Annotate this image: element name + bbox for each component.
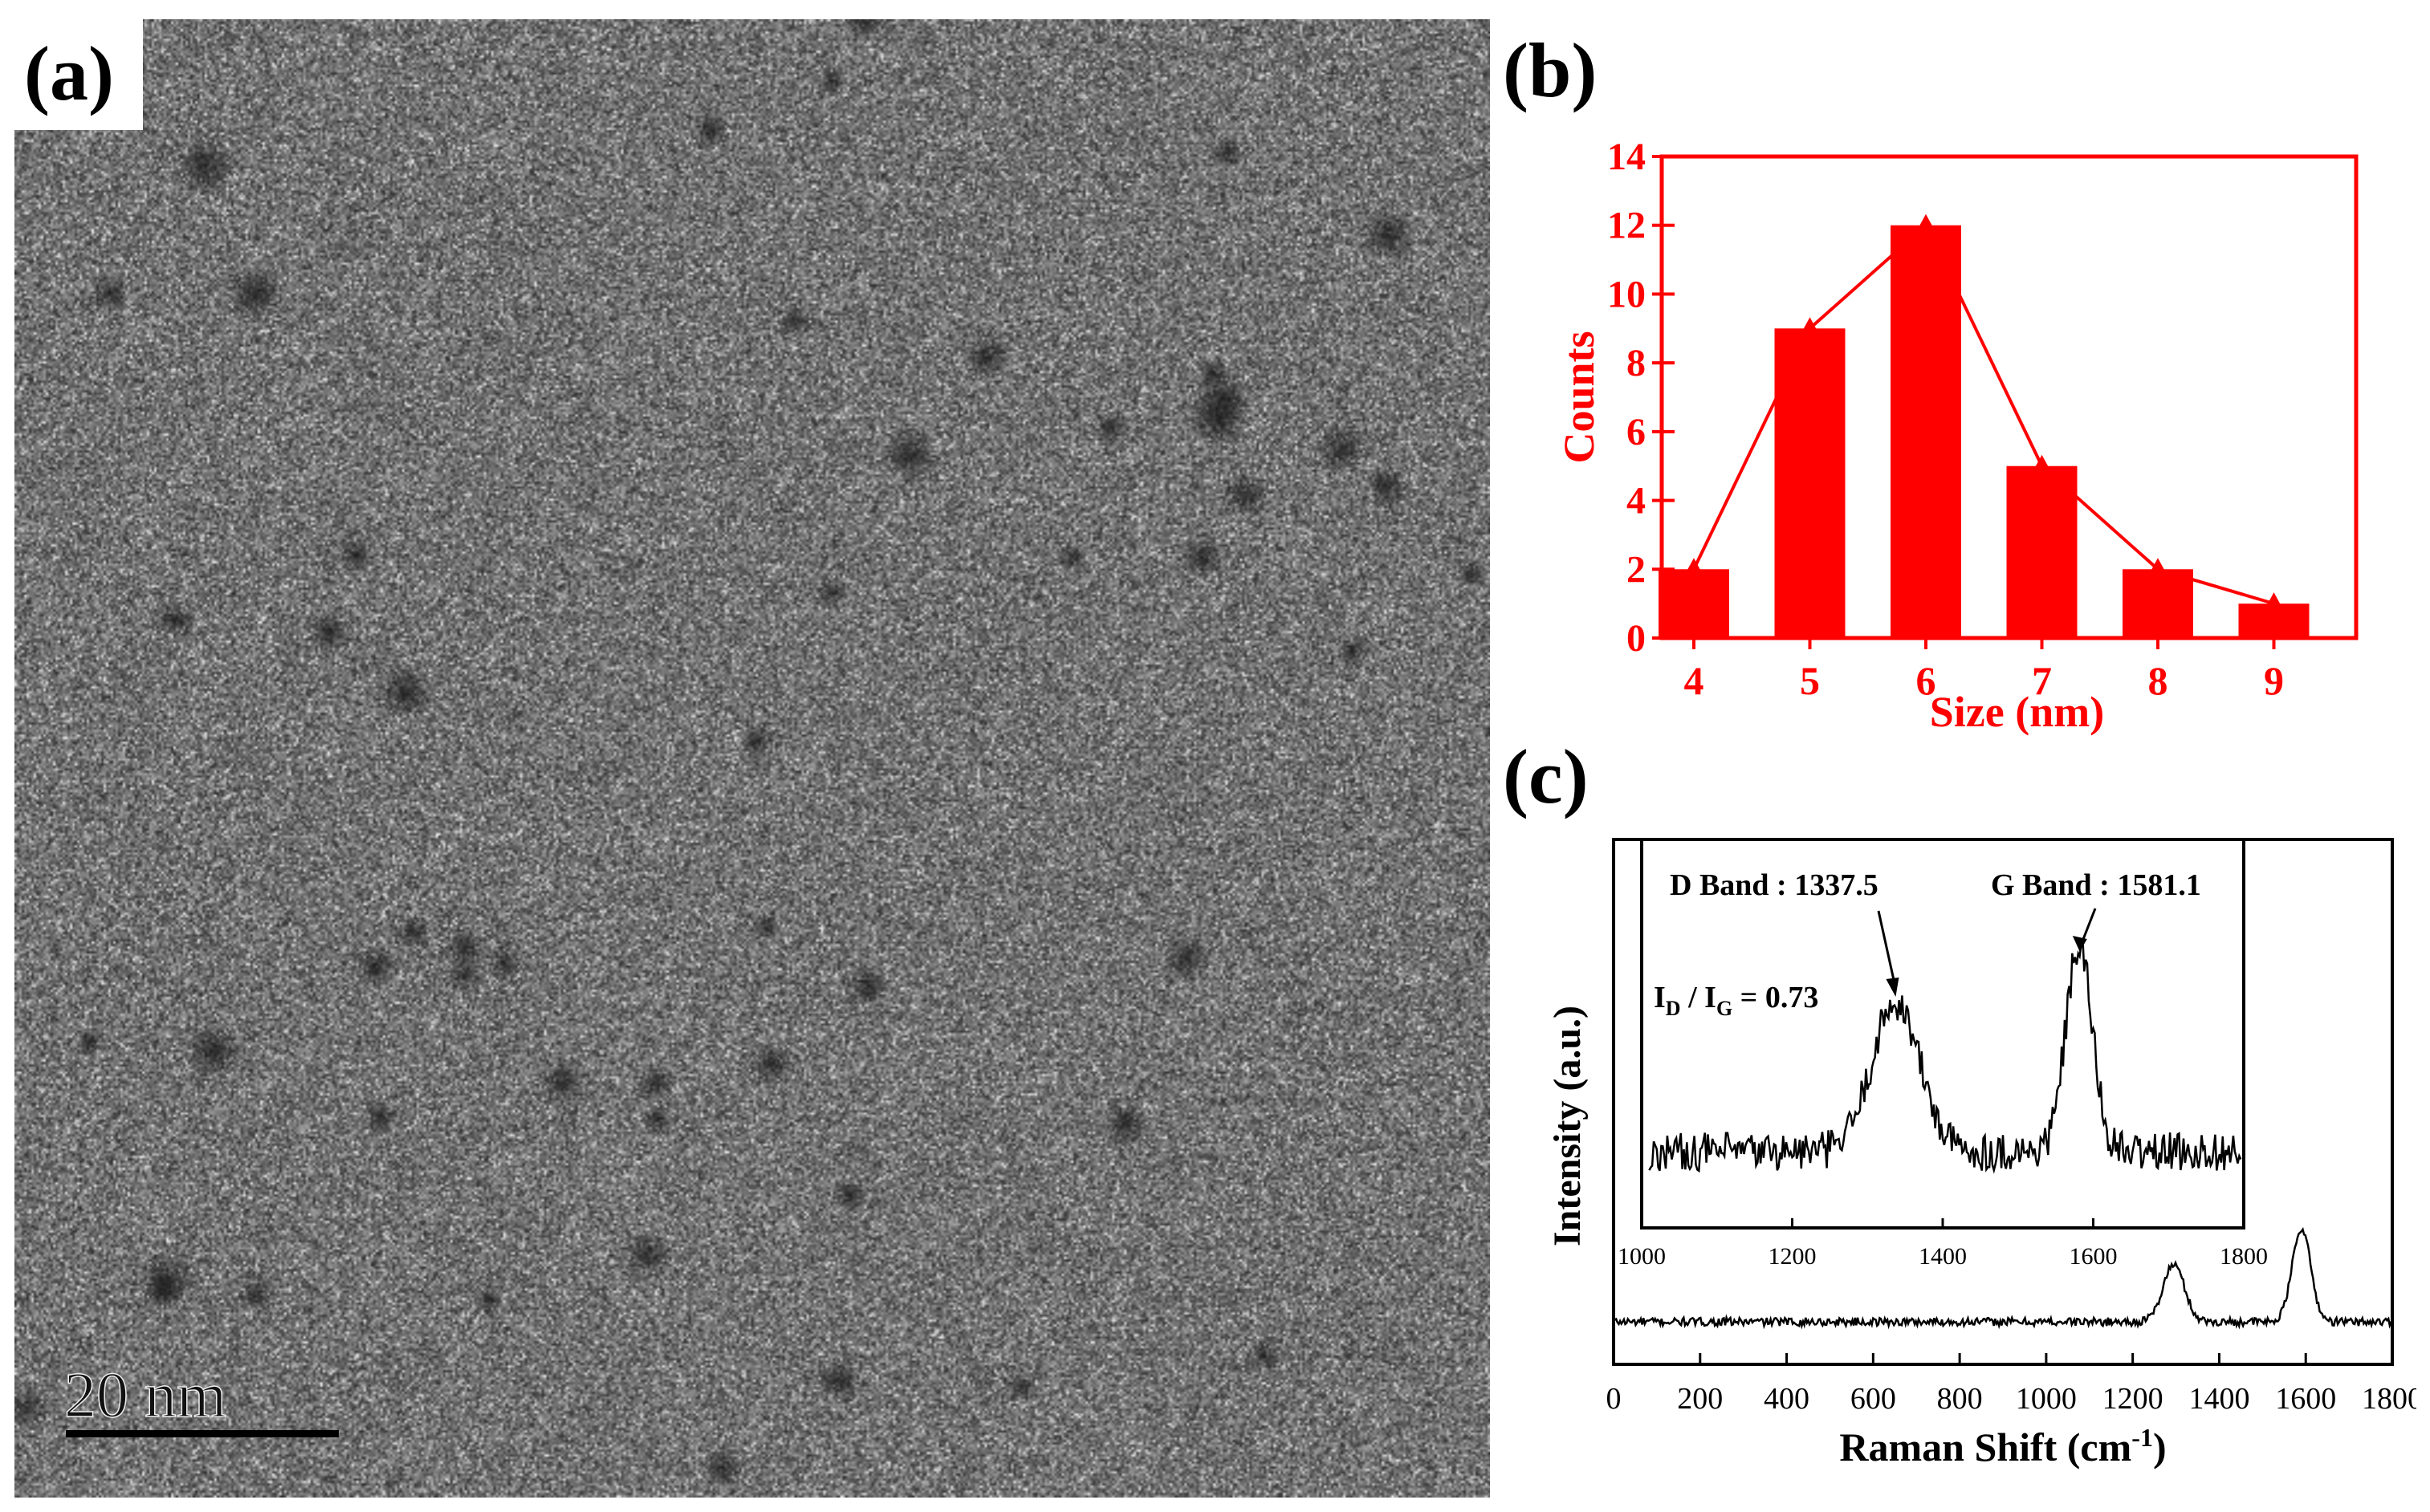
scale-bar-line bbox=[66, 1430, 339, 1437]
y-axis-title: Intensity (a.u.) bbox=[1546, 1006, 1589, 1246]
x-tick-label-8: 8 bbox=[2148, 658, 2168, 703]
inset-x-tick-label-1600: 1600 bbox=[2070, 1243, 2118, 1270]
x-tick-label-1000: 1000 bbox=[2016, 1382, 2077, 1416]
trend-marker-5 bbox=[1800, 317, 1820, 335]
inset-spectrum-line bbox=[1648, 938, 2242, 1174]
y-tick-label-2: 2 bbox=[1626, 548, 1646, 591]
id-ig-ratio: ID / IG = 0.73 bbox=[1654, 981, 1818, 1020]
x-tick-label-400: 400 bbox=[1764, 1382, 1809, 1416]
main-spectrum-line bbox=[1612, 1226, 2394, 1330]
y-tick-label-12: 12 bbox=[1607, 205, 1646, 247]
panel-c-label: (c) bbox=[1503, 734, 1589, 819]
x-axis-title: Size (nm) bbox=[1930, 688, 2104, 736]
y-tick-label-0: 0 bbox=[1626, 617, 1646, 660]
panel-a-label: (a) bbox=[24, 30, 114, 116]
d-band-arrowhead bbox=[1886, 978, 1899, 997]
y-tick-label-4: 4 bbox=[1626, 480, 1646, 522]
trend-marker-6 bbox=[1916, 213, 1935, 232]
y-tick-label-14: 14 bbox=[1607, 136, 1646, 178]
y-tick-label-8: 8 bbox=[1626, 342, 1646, 384]
inset-x-tick-label-1400: 1400 bbox=[1919, 1243, 1967, 1270]
y-tick-label-6: 6 bbox=[1626, 411, 1646, 453]
x-tick-label-9: 9 bbox=[2264, 658, 2284, 703]
x-tick-label-6: 6 bbox=[1916, 658, 1936, 703]
inset-x-tick-label-1800: 1800 bbox=[2220, 1243, 2268, 1270]
x-tick-label-1800: 1800 bbox=[2362, 1382, 2416, 1416]
x-tick-label-1400: 1400 bbox=[2188, 1382, 2249, 1416]
panel-a-label-background bbox=[14, 19, 143, 130]
d-band-arrow bbox=[1877, 910, 1897, 990]
trend-line bbox=[1692, 222, 2275, 606]
plot-frame bbox=[1659, 154, 2359, 640]
g-band-annotation: G Band : 1581.1 bbox=[1991, 868, 2201, 902]
x-tick-label-600: 600 bbox=[1850, 1382, 1896, 1416]
trend-marker-7 bbox=[2032, 454, 2052, 473]
y-axis-title: Counts bbox=[1555, 331, 1603, 463]
histogram-bar-7 bbox=[2006, 465, 2078, 638]
histogram-bar-5 bbox=[1774, 328, 1846, 638]
g-band-arrow bbox=[2080, 908, 2097, 945]
g-band-arrowhead bbox=[2072, 936, 2087, 952]
x-tick-label-7: 7 bbox=[2032, 658, 2052, 703]
trend-marker-4 bbox=[1684, 558, 1703, 576]
tem-micrograph bbox=[14, 19, 1490, 1498]
scale-bar-text: 20 nm bbox=[64, 1360, 226, 1431]
y-tick-label-10: 10 bbox=[1607, 273, 1646, 315]
size-histogram: 0 2 4 6 8 10 12 14 4 5 6 7 8 9 Size (nm) Counts bbox=[1555, 136, 2359, 736]
histogram-bar-8 bbox=[2123, 569, 2193, 638]
x-axis-title: Raman Shift (cm-1) bbox=[1839, 1423, 2166, 1469]
raman-spectrum: 0 200 400 600 800 1000 1200 1400 1600 1800 Raman S… bbox=[1546, 838, 2416, 1469]
x-tick-label-1600: 1600 bbox=[2275, 1382, 2336, 1416]
x-tick-label-5: 5 bbox=[1800, 658, 1820, 703]
x-tick-label-800: 800 bbox=[1937, 1382, 1983, 1416]
d-band-annotation: D Band : 1337.5 bbox=[1670, 868, 1878, 902]
panel-b-label: (b) bbox=[1503, 27, 1598, 113]
trend-marker-8 bbox=[2148, 558, 2167, 576]
scale-bar: 20 nm bbox=[63, 1360, 339, 1437]
x-tick-label-1200: 1200 bbox=[2102, 1382, 2163, 1416]
histogram-bar-6 bbox=[1891, 225, 1961, 638]
x-tick-label-4: 4 bbox=[1684, 658, 1704, 703]
x-tick-label-0: 0 bbox=[1606, 1382, 1622, 1416]
inset-x-tick-label-1000: 1000 bbox=[1618, 1243, 1666, 1270]
trend-marker-9 bbox=[2264, 592, 2284, 611]
histogram-bar-4 bbox=[1659, 569, 1729, 638]
x-tick-label-200: 200 bbox=[1677, 1382, 1723, 1416]
inset-x-tick-label-1200: 1200 bbox=[1769, 1243, 1817, 1270]
